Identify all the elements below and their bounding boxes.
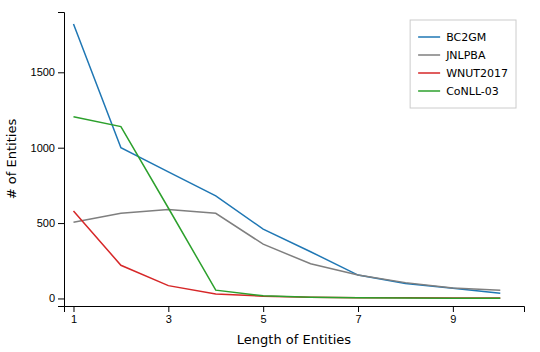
x-tick: 7 xyxy=(355,306,361,325)
y-axis: 0 500 1000 1500 xyxy=(31,13,65,307)
legend-swatch xyxy=(418,54,440,56)
x-tick-mark xyxy=(263,306,264,312)
y-tick-mark xyxy=(58,72,64,73)
legend-item: BC2GM xyxy=(418,31,486,44)
y-tick-mark xyxy=(58,148,64,149)
legend-box xyxy=(410,20,516,108)
x-tick-mark xyxy=(358,306,359,312)
legend-label: BC2GM xyxy=(446,31,486,44)
x-axis: 1 3 5 7 9 xyxy=(65,306,525,325)
legend-swatch xyxy=(418,90,440,92)
y-tick-mark xyxy=(58,223,64,224)
x-tick-label: 5 xyxy=(261,313,267,325)
x-tick-label: 3 xyxy=(166,313,172,325)
legend-label: JNLPBA xyxy=(445,49,486,62)
x-tick-label: 1 xyxy=(71,313,77,325)
y-tick: 500 xyxy=(37,217,64,229)
x-tick: 9 xyxy=(450,306,456,325)
legend-item: CoNLL-03 xyxy=(418,85,499,98)
series-line xyxy=(73,210,500,291)
legend-swatch xyxy=(418,36,440,38)
x-tick-mark xyxy=(453,306,454,312)
chart: 1 3 5 7 9 0 500 1000 1500 BC2GM JNLPBA WNUT2017 CoNL… xyxy=(0,0,540,352)
legend-swatch xyxy=(418,72,440,74)
y-axis-line xyxy=(58,13,65,307)
plot: 1 3 5 7 9 0 500 1000 1500 BC2GM JNLPBA WNUT2017 CoNL… xyxy=(31,13,525,325)
y-tick-mark xyxy=(58,298,64,299)
y-tick-label: 0 xyxy=(49,292,55,304)
legend: BC2GM JNLPBA WNUT2017 CoNLL-03 xyxy=(410,20,516,108)
x-axis-line xyxy=(65,307,525,313)
x-tick-label: 7 xyxy=(355,313,361,325)
x-tick: 1 xyxy=(71,306,77,325)
legend-item: WNUT2017 xyxy=(418,67,508,80)
x-tick-mark xyxy=(73,306,74,312)
series-line xyxy=(73,117,500,298)
y-tick: 1000 xyxy=(31,142,64,154)
y-tick-label: 1000 xyxy=(31,142,55,154)
legend-label: CoNLL-03 xyxy=(446,85,499,98)
y-tick: 0 xyxy=(49,292,64,304)
y-tick-label: 500 xyxy=(37,217,55,229)
x-tick: 3 xyxy=(166,306,172,325)
x-tick: 5 xyxy=(261,306,267,325)
x-tick-mark xyxy=(168,306,169,312)
series-line xyxy=(73,211,500,298)
x-axis-title: Length of Entities xyxy=(237,332,352,347)
legend-label: WNUT2017 xyxy=(446,67,508,80)
y-tick-label: 1500 xyxy=(31,66,55,78)
y-axis-title: # of Entities xyxy=(4,119,19,200)
x-tick-label: 9 xyxy=(450,313,456,325)
legend-item: JNLPBA xyxy=(418,49,486,62)
y-tick: 1500 xyxy=(31,66,64,78)
